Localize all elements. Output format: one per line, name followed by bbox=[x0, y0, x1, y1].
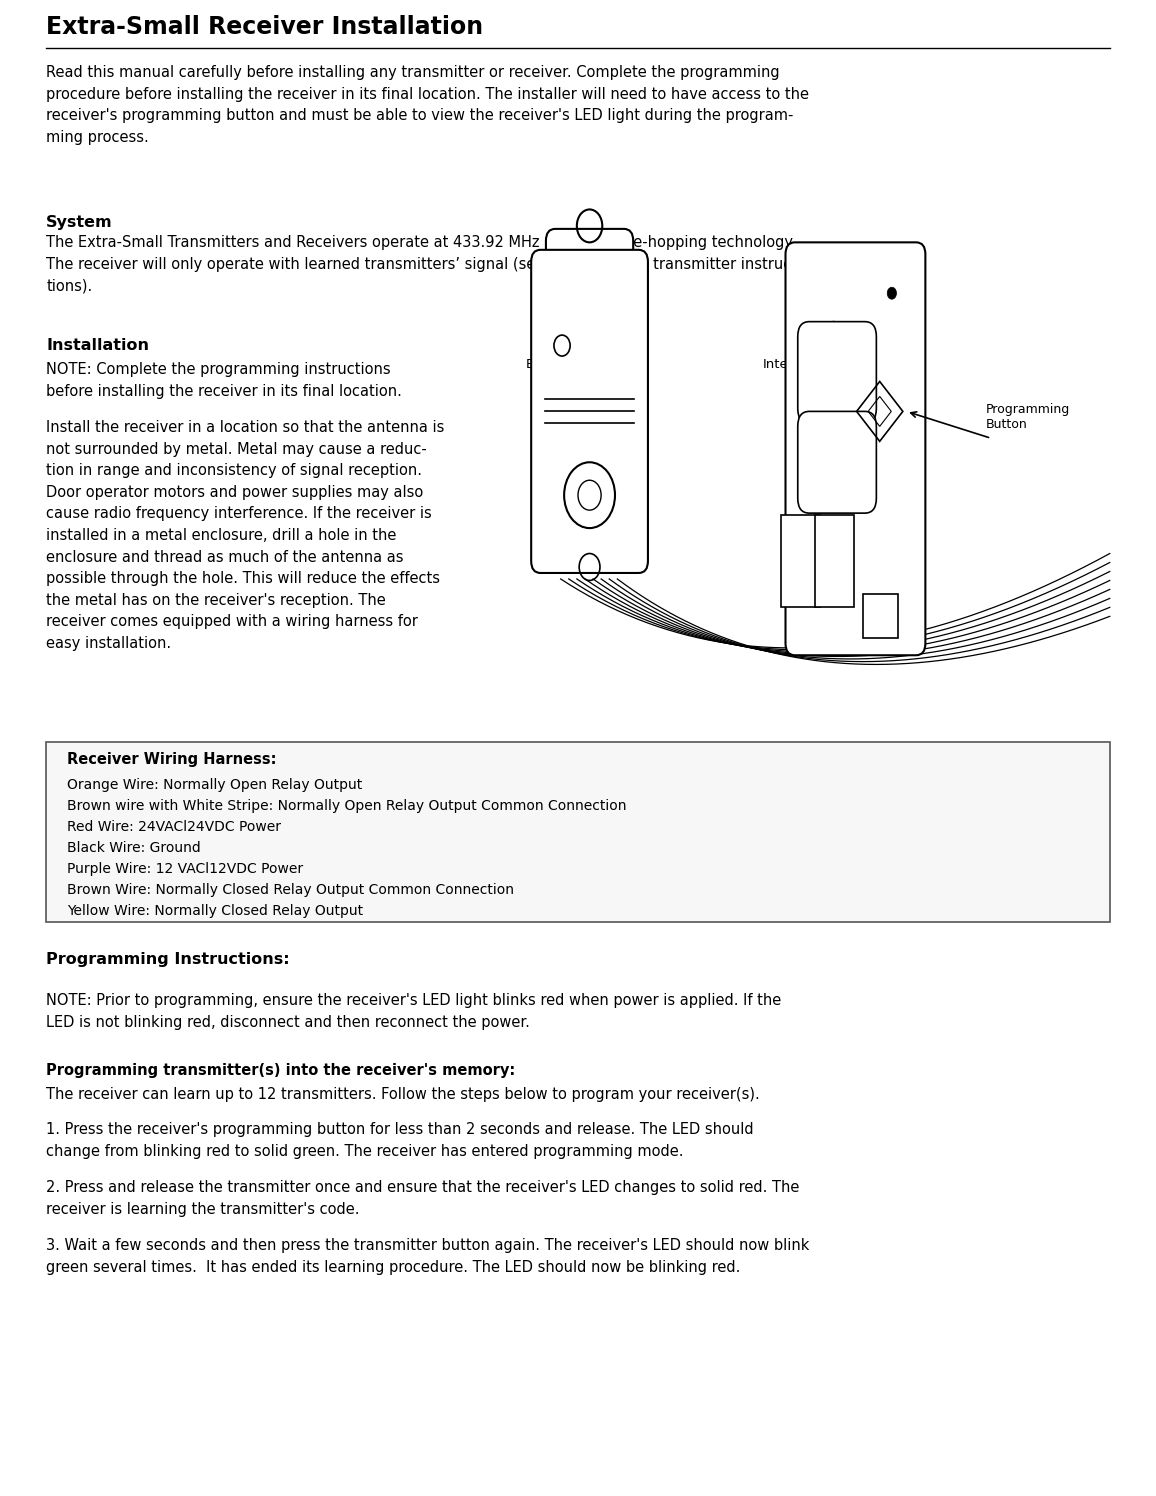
Text: Read this manual carefully before installing any transmitter or receiver. Comple: Read this manual carefully before instal… bbox=[46, 64, 809, 145]
Text: Extra-Small Receiver Installation: Extra-Small Receiver Installation bbox=[46, 15, 483, 39]
Circle shape bbox=[888, 287, 897, 299]
Text: Programming transmitter(s) into the receiver's memory:: Programming transmitter(s) into the rece… bbox=[46, 1064, 516, 1079]
Text: Install the receiver in a location so that the antenna is
not surrounded by meta: Install the receiver in a location so th… bbox=[46, 420, 445, 651]
FancyBboxPatch shape bbox=[815, 515, 854, 607]
FancyBboxPatch shape bbox=[546, 229, 633, 286]
Text: Purple Wire: 12 VACl12VDC Power: Purple Wire: 12 VACl12VDC Power bbox=[67, 862, 303, 877]
Text: 3. Wait a few seconds and then press the transmitter button again. The receiver': 3. Wait a few seconds and then press the… bbox=[46, 1239, 809, 1275]
FancyBboxPatch shape bbox=[798, 322, 876, 423]
FancyBboxPatch shape bbox=[46, 742, 1110, 922]
FancyBboxPatch shape bbox=[532, 250, 647, 573]
Text: 1. Press the receiver's programming button for less than 2 seconds and release. : 1. Press the receiver's programming butt… bbox=[46, 1122, 754, 1158]
Text: Interior:: Interior: bbox=[763, 358, 816, 371]
Text: NOTE: Complete the programming instructions
before installing the receiver in it: NOTE: Complete the programming instructi… bbox=[46, 362, 402, 398]
Text: 2. Press and release the transmitter once and ensure that the receiver's LED cha: 2. Press and release the transmitter onc… bbox=[46, 1180, 800, 1216]
Text: Exterior:: Exterior: bbox=[526, 358, 583, 371]
FancyBboxPatch shape bbox=[781, 515, 821, 607]
FancyBboxPatch shape bbox=[786, 242, 926, 655]
Text: Yellow Wire: Normally Closed Relay Output: Yellow Wire: Normally Closed Relay Outpu… bbox=[67, 904, 363, 919]
Text: The receiver can learn up to 12 transmitters. Follow the steps below to program : The receiver can learn up to 12 transmit… bbox=[46, 1088, 759, 1103]
Text: Brown wire with White Stripe: Normally Open Relay Output Common Connection: Brown wire with White Stripe: Normally O… bbox=[67, 799, 627, 812]
Text: The Extra-Small Transmitters and Receivers operate at 433.92 MHz and use code-ho: The Extra-Small Transmitters and Receive… bbox=[46, 235, 796, 293]
Text: NOTE: Prior to programming, ensure the receiver's LED light blinks red when powe: NOTE: Prior to programming, ensure the r… bbox=[46, 993, 781, 1029]
Text: Black Wire: Ground: Black Wire: Ground bbox=[67, 841, 201, 856]
Text: Receiver Wiring Harness:: Receiver Wiring Harness: bbox=[67, 752, 276, 767]
FancyBboxPatch shape bbox=[862, 594, 897, 639]
Text: Installation: Installation bbox=[46, 338, 149, 353]
Text: Orange Wire: Normally Open Relay Output: Orange Wire: Normally Open Relay Output bbox=[67, 778, 362, 791]
Text: Brown Wire: Normally Closed Relay Output Common Connection: Brown Wire: Normally Closed Relay Output… bbox=[67, 883, 514, 898]
Text: System: System bbox=[46, 215, 113, 230]
Text: Red Wire: 24VACl24VDC Power: Red Wire: 24VACl24VDC Power bbox=[67, 820, 281, 833]
Text: Programming
Button: Programming Button bbox=[985, 402, 1069, 431]
FancyBboxPatch shape bbox=[798, 411, 876, 513]
Text: Programming Instructions:: Programming Instructions: bbox=[46, 951, 290, 966]
